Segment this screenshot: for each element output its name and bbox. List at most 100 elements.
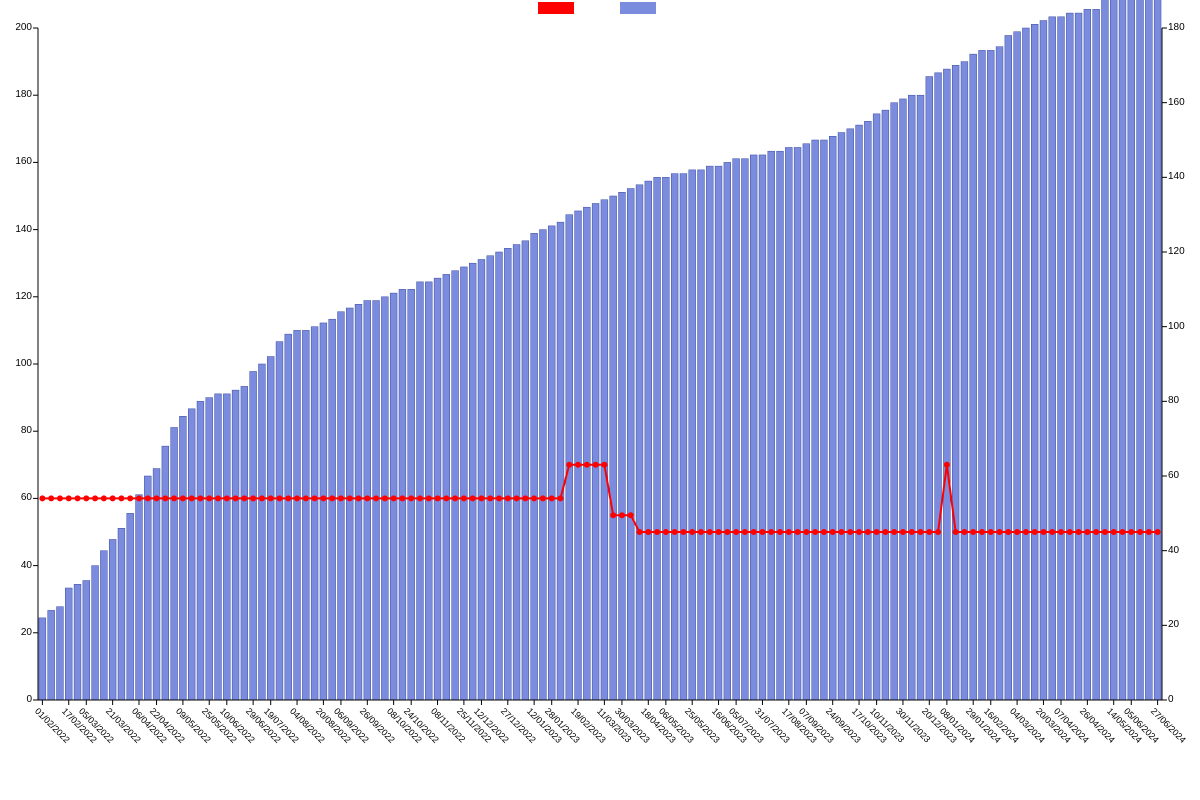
bar bbox=[1066, 13, 1073, 700]
line-marker bbox=[531, 495, 537, 501]
bar bbox=[759, 155, 766, 700]
bar bbox=[417, 282, 424, 700]
line-marker bbox=[619, 512, 625, 518]
bar bbox=[100, 551, 107, 700]
line-marker bbox=[382, 495, 388, 501]
line-marker bbox=[101, 495, 107, 501]
bar bbox=[206, 398, 213, 700]
bar bbox=[610, 196, 617, 700]
line-marker bbox=[575, 462, 581, 468]
y-right-tick: 60 bbox=[1164, 471, 1200, 481]
line-marker bbox=[417, 495, 423, 501]
line-marker bbox=[514, 495, 520, 501]
y-left-tick: 160 bbox=[0, 157, 36, 167]
line-marker bbox=[593, 462, 599, 468]
line-marker bbox=[759, 529, 765, 535]
line-marker bbox=[628, 512, 634, 518]
line-marker bbox=[812, 529, 818, 535]
bar bbox=[768, 151, 775, 700]
line-marker bbox=[435, 495, 441, 501]
bar bbox=[259, 364, 266, 700]
bar bbox=[57, 607, 64, 700]
bar bbox=[636, 185, 643, 700]
bar bbox=[487, 256, 494, 700]
line-marker bbox=[496, 495, 502, 501]
line-marker bbox=[391, 495, 397, 501]
line-marker bbox=[918, 529, 924, 535]
line-marker bbox=[680, 529, 686, 535]
y-left-tick: 200 bbox=[0, 23, 36, 33]
line-marker bbox=[882, 529, 888, 535]
bar bbox=[1110, 0, 1117, 700]
line-marker bbox=[470, 495, 476, 501]
bar bbox=[847, 129, 854, 700]
line-marker bbox=[443, 495, 449, 501]
bar bbox=[434, 278, 441, 700]
bar bbox=[294, 330, 301, 700]
line-marker bbox=[786, 529, 792, 535]
line-marker bbox=[654, 529, 660, 535]
line-marker bbox=[66, 495, 72, 501]
bar bbox=[48, 610, 55, 700]
line-marker bbox=[1119, 529, 1125, 535]
line-marker bbox=[1067, 529, 1073, 535]
bar bbox=[715, 166, 722, 700]
bar bbox=[900, 99, 907, 700]
y-axis-left: 020406080100120140160180200 bbox=[0, 28, 36, 700]
bar bbox=[215, 394, 222, 700]
line-marker bbox=[733, 529, 739, 535]
bar bbox=[338, 312, 345, 700]
bar bbox=[1137, 0, 1144, 700]
line-marker bbox=[110, 495, 116, 501]
line-marker bbox=[961, 529, 967, 535]
bar bbox=[952, 65, 959, 700]
bar bbox=[741, 159, 748, 700]
line-marker bbox=[689, 529, 695, 535]
line-marker bbox=[39, 495, 45, 501]
line-marker bbox=[953, 529, 959, 535]
line-marker bbox=[663, 529, 669, 535]
line-marker bbox=[1084, 529, 1090, 535]
bar bbox=[452, 271, 459, 700]
bar bbox=[662, 177, 669, 700]
line-marker bbox=[83, 495, 89, 501]
line-marker bbox=[584, 462, 590, 468]
y-right-tick: 140 bbox=[1164, 172, 1200, 182]
bar bbox=[689, 170, 696, 700]
bar bbox=[540, 230, 547, 700]
line-marker bbox=[549, 495, 555, 501]
y-left-tick: 180 bbox=[0, 90, 36, 100]
bar bbox=[171, 427, 178, 700]
line-marker bbox=[909, 529, 915, 535]
line-marker bbox=[452, 495, 458, 501]
bar bbox=[1102, 0, 1109, 700]
bar bbox=[285, 334, 292, 700]
bar bbox=[223, 394, 230, 700]
line-marker bbox=[522, 495, 528, 501]
chart-container: 020406080100120140160180200 020406080100… bbox=[0, 0, 1200, 800]
bar bbox=[1119, 0, 1126, 700]
line-marker bbox=[637, 529, 643, 535]
line-marker bbox=[803, 529, 809, 535]
bar bbox=[1040, 21, 1047, 700]
bar bbox=[829, 136, 836, 700]
bar bbox=[65, 588, 72, 700]
bar bbox=[645, 181, 652, 700]
legend bbox=[0, 2, 1200, 14]
x-axis: 01/02/202217/02/202205/03/202221/03/2022… bbox=[38, 700, 1162, 796]
bar bbox=[329, 319, 336, 700]
line-marker bbox=[557, 495, 563, 501]
line-marker bbox=[874, 529, 880, 535]
line-marker bbox=[285, 495, 291, 501]
bar bbox=[118, 528, 125, 700]
line-marker bbox=[426, 495, 432, 501]
line-marker bbox=[408, 495, 414, 501]
line-marker bbox=[154, 495, 160, 501]
bar bbox=[355, 304, 362, 700]
bar bbox=[1075, 13, 1082, 700]
line-marker bbox=[312, 495, 318, 501]
line-marker bbox=[364, 495, 370, 501]
bar bbox=[750, 155, 757, 700]
line-marker bbox=[224, 495, 230, 501]
y-axis-right: 020406080100120140160180 bbox=[1164, 28, 1200, 700]
